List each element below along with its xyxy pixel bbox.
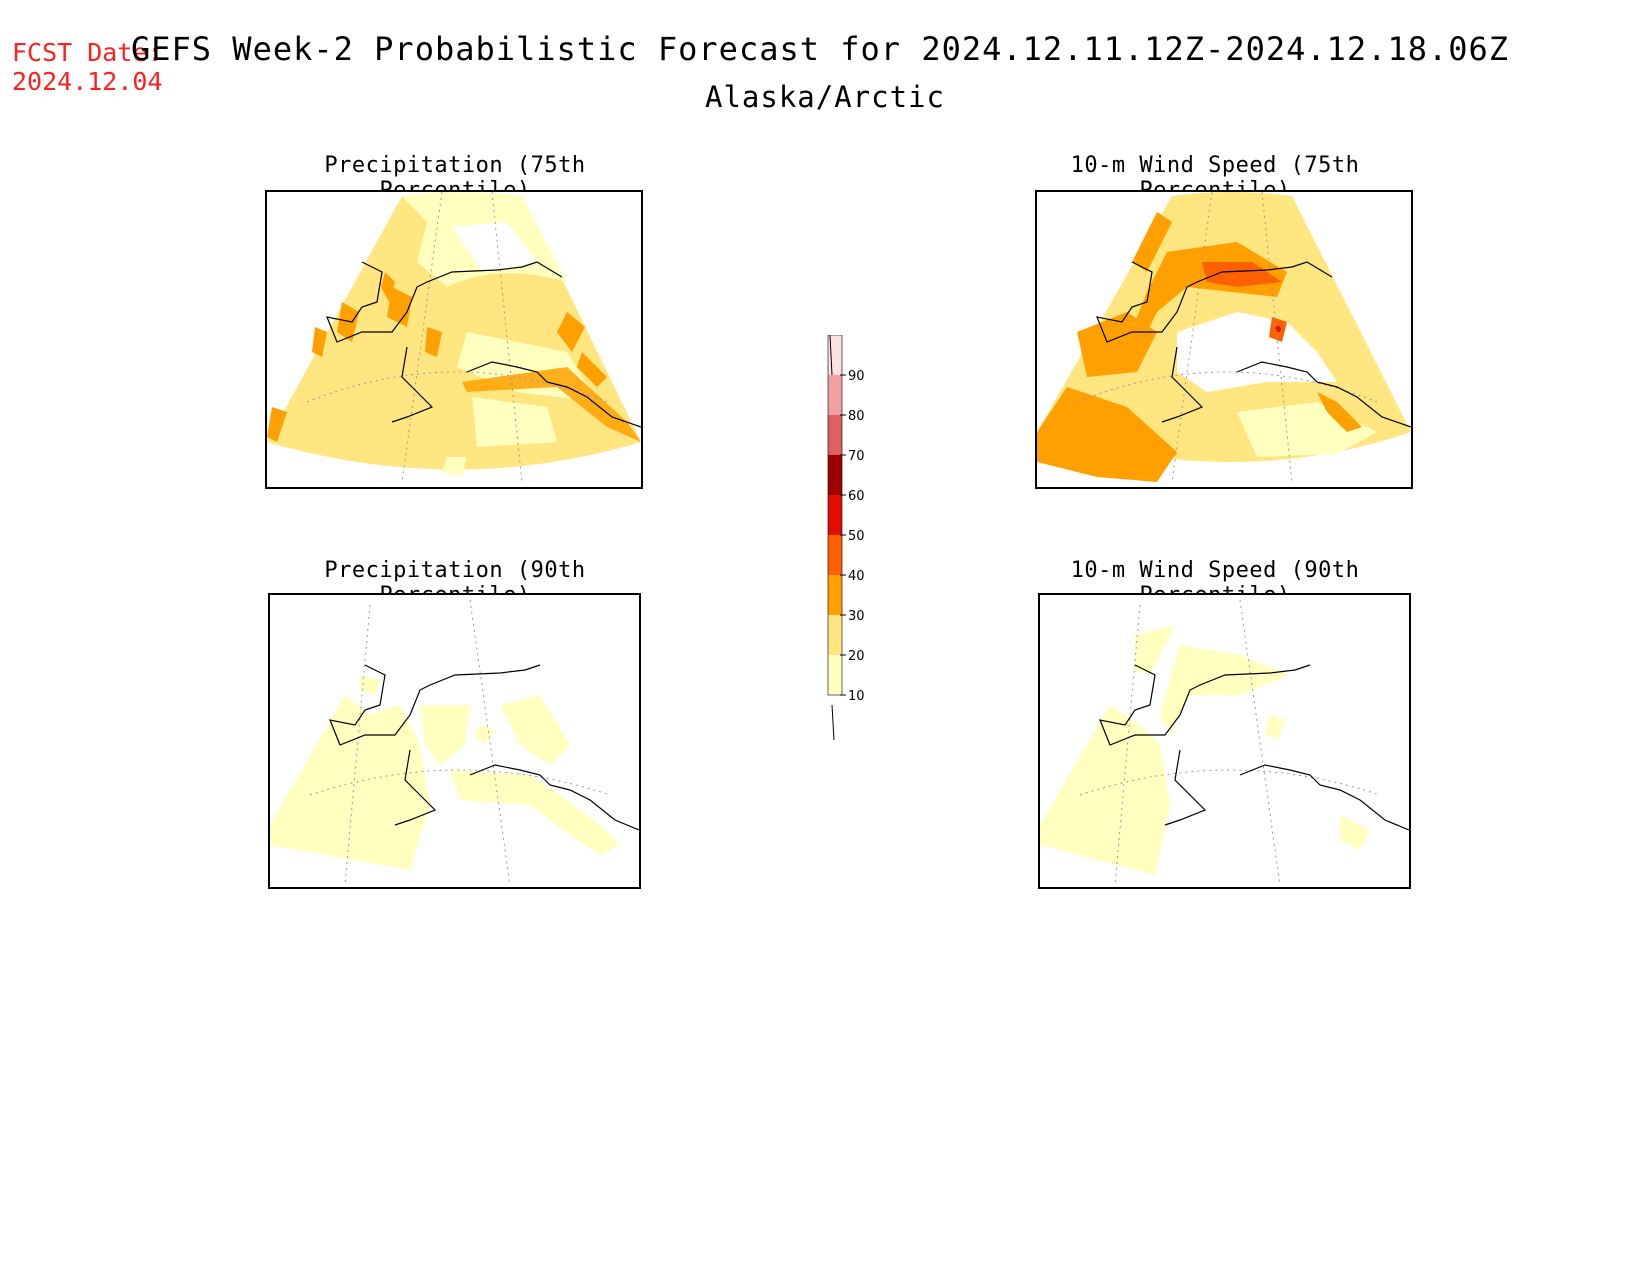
colorbar-label-50: 50	[848, 529, 865, 544]
colorbar-swatch-70	[828, 415, 842, 455]
map-wind-75	[1037, 192, 1411, 483]
colorbar-outline	[827, 335, 843, 696]
colorbar-top-tip	[829, 335, 833, 376]
map-panel-wind-90	[1038, 593, 1411, 889]
colorbar-swatch-10	[828, 655, 842, 695]
colorbar-label-60: 60	[848, 489, 865, 504]
colorbar-label-70: 70	[848, 449, 865, 464]
map-precip-90	[270, 599, 639, 886]
colorbar-label-40: 40	[848, 569, 865, 584]
colorbar-swatch-30	[828, 575, 842, 615]
region-subtitle: Alaska/Arctic	[705, 80, 945, 114]
colorbar-label-10: 10	[848, 689, 865, 704]
colorbar-swatch-80	[828, 375, 842, 415]
colorbar-label-30: 30	[848, 609, 865, 624]
colorbar-label-80: 80	[848, 409, 865, 424]
page-title-text: GEFS Week-2 Probabilistic Forecast for 2…	[130, 30, 1510, 68]
colorbar-swatch-40	[828, 535, 842, 575]
colorbar-swatch-20	[828, 615, 842, 655]
forecast-date-label: FCST Date: 2024.12.04	[12, 38, 163, 96]
page-title: GEFS Week-2 Probabilistic Forecast for 2…	[0, 30, 1650, 68]
color-bar: 10 20 30 40 50 60 70 80 90	[827, 335, 865, 741]
map-precip-75	[267, 192, 641, 483]
colorbar-label-90: 90	[848, 369, 865, 384]
fcst-date-value: 2024.12.04	[12, 67, 163, 96]
colorbar-swatch-50	[828, 495, 842, 535]
colorbar-bottom-tip	[831, 704, 835, 741]
map-wind-90	[1040, 599, 1409, 886]
map-panel-precip-90	[268, 593, 641, 889]
colorbar-label-20: 20	[848, 649, 865, 664]
map-panel-wind-75	[1035, 190, 1413, 489]
fcst-label-text: FCST Date:	[12, 38, 163, 67]
colorbar-swatch-60	[828, 455, 842, 495]
map-panel-precip-75	[265, 190, 643, 489]
